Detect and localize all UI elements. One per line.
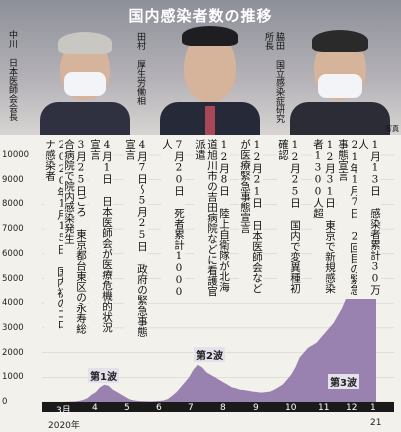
- event-annotation: 7月20日 死者累計1000人: [161, 139, 185, 299]
- y-tick-label: 2000: [2, 347, 24, 358]
- month-label: 12: [346, 403, 358, 413]
- month-label: 4: [92, 403, 98, 413]
- y-tick-label: 7000: [2, 224, 24, 235]
- y-tick-label: 6000: [2, 248, 24, 259]
- y-tick-label: 10000: [2, 150, 30, 160]
- event-annotation: 3月25日ごろ 東京都台東区の永寿総合病院で院内感染発生: [63, 139, 87, 339]
- chart-area: 10000 9000 8000 7000 6000 5000 4000 3000 2000 100…: [0, 135, 401, 432]
- month-label: 9: [253, 403, 259, 413]
- person-nakagawa-photo: [40, 30, 130, 135]
- person-wakita-photo: [290, 28, 390, 135]
- event-annotation: 12月8日 陸上自衛隊が北海道旭川市の吉田病院などに看護官派遣: [194, 139, 230, 299]
- year-label: 2020年: [48, 421, 80, 431]
- event-annotation: 4月7日～5月25日 政府の緊急事態宣言: [124, 139, 148, 339]
- month-label: 3月: [56, 406, 71, 416]
- y-tick-label: 9000: [2, 174, 24, 185]
- event-annotation: 1月13日 感染者累計30万人: [357, 139, 381, 299]
- month-label: 6: [156, 403, 162, 413]
- y-tick-label: 1000: [2, 372, 24, 383]
- person-wakita-label: 脇田 国立感染症研究所長: [263, 32, 284, 123]
- wave-label: 第2波: [194, 347, 225, 362]
- person-tamura-photo: [160, 26, 260, 135]
- month-label: 11: [318, 403, 330, 413]
- wave-label: 第3波: [328, 374, 359, 389]
- y-tick-label: 8000: [2, 199, 24, 210]
- photo-credit: 写真: [385, 125, 399, 133]
- wave-label: 第1波: [88, 368, 119, 383]
- person-tamura-label: 田村 厚生労働相: [135, 32, 145, 105]
- y-tick-label: 4000: [2, 298, 24, 309]
- event-annotation: 4月1日 日本医師会が医療危機的状況宣言: [89, 139, 113, 339]
- y-tick-label: 0: [2, 397, 8, 407]
- event-annotation: 12月31日 東京で新規感染者1300人超: [312, 139, 336, 299]
- event-annotation: 12月21日 日本医師会などが医療緊急事態宣言: [239, 139, 263, 299]
- person-nakagawa-label: 中川 日本医師会会長: [7, 30, 17, 121]
- month-label: 1: [370, 403, 376, 413]
- chart-title: 国内感染者数の推移: [128, 7, 273, 25]
- y-tick-label: 3000: [2, 322, 24, 333]
- month-label: 5: [124, 403, 130, 413]
- event-annotation: 12月25日 国内で変異種初確認: [277, 139, 301, 299]
- photo-banner: 中川 日本医師会会長 田村 厚生労働相 脇田 国立感染症研究所長 写真: [0, 0, 401, 135]
- month-label: 8: [220, 403, 226, 413]
- month-label: 10: [285, 403, 297, 413]
- month-label: 7: [188, 403, 194, 413]
- y-tick-label: 5000: [2, 273, 24, 284]
- month-axis: [42, 402, 394, 412]
- year-label: 21: [370, 418, 382, 428]
